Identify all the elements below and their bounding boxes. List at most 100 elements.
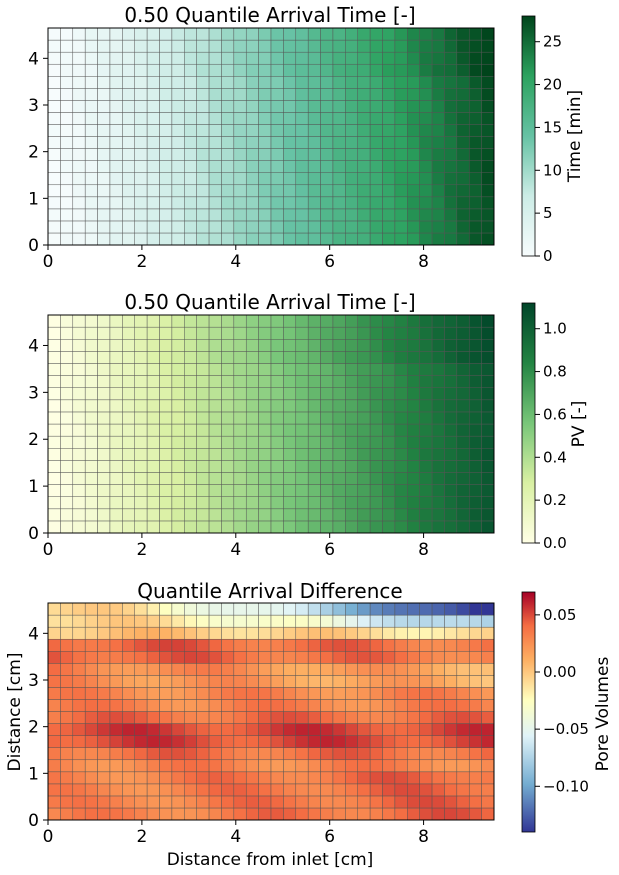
heatmap-cell bbox=[382, 184, 396, 198]
heatmap-cell bbox=[184, 326, 197, 340]
heatmap-cell bbox=[419, 783, 433, 797]
heatmap-cell bbox=[345, 136, 359, 149]
heatmap-cell bbox=[332, 795, 346, 809]
heatmap-cell bbox=[307, 351, 321, 364]
heatmap-cell bbox=[456, 172, 470, 186]
heatmap-cell bbox=[208, 687, 222, 700]
heatmap-cell bbox=[47, 795, 61, 809]
heatmap-cell bbox=[270, 411, 284, 425]
heatmap-cell bbox=[407, 711, 420, 724]
heatmap-cell bbox=[159, 423, 173, 437]
heatmap-cell bbox=[369, 807, 383, 821]
heatmap-cell bbox=[109, 447, 123, 461]
heatmap-cell bbox=[369, 124, 383, 137]
heatmap-cell bbox=[122, 460, 136, 473]
heatmap-cell bbox=[184, 795, 197, 809]
heatmap-cell bbox=[431, 399, 445, 413]
heatmap-cell bbox=[332, 75, 346, 89]
heatmap-cell bbox=[245, 675, 259, 688]
heatmap-cell bbox=[122, 338, 136, 352]
heatmap-cell bbox=[456, 75, 470, 89]
heatmap-cell bbox=[171, 148, 185, 161]
heatmap-cell bbox=[47, 184, 61, 198]
heatmap-cell bbox=[369, 51, 383, 65]
heatmap-cell bbox=[394, 351, 408, 364]
heatmap-cell bbox=[307, 314, 321, 328]
heatmap-cell bbox=[146, 807, 160, 821]
x-tick-label: 4 bbox=[230, 827, 241, 847]
heatmap-cell bbox=[196, 148, 210, 161]
heatmap-cell bbox=[431, 411, 445, 425]
heatmap-cell bbox=[184, 196, 197, 210]
heatmap-cell bbox=[221, 326, 235, 340]
heatmap-cell bbox=[407, 747, 420, 761]
heatmap-cell bbox=[345, 314, 359, 328]
heatmap-cell bbox=[109, 184, 123, 198]
heatmap-cell bbox=[468, 75, 482, 89]
heatmap-cell bbox=[270, 160, 284, 173]
heatmap-cell bbox=[394, 759, 408, 773]
heatmap-cell bbox=[233, 735, 247, 748]
heatmap-cell bbox=[47, 160, 61, 173]
heatmap-cell bbox=[258, 196, 272, 210]
heatmap-cell bbox=[134, 771, 148, 785]
heatmap-cell bbox=[456, 771, 470, 785]
heatmap-cell bbox=[97, 88, 111, 101]
heatmap-cell bbox=[283, 783, 297, 797]
heatmap-cell bbox=[122, 160, 136, 173]
heatmap-cell bbox=[258, 387, 272, 401]
heatmap-cell bbox=[444, 351, 458, 364]
heatmap-cell bbox=[456, 351, 470, 364]
heatmap-cell bbox=[196, 75, 210, 89]
heatmap-cell bbox=[444, 496, 458, 510]
heatmap-cell bbox=[84, 626, 98, 640]
heatmap-cell bbox=[208, 472, 222, 485]
heatmap-cell bbox=[196, 423, 210, 437]
heatmap-cell bbox=[394, 208, 408, 222]
heatmap-cell bbox=[122, 387, 136, 401]
heatmap-cell bbox=[184, 435, 197, 449]
heatmap-cell bbox=[72, 326, 86, 340]
heatmap-cell bbox=[283, 638, 297, 652]
heatmap-cell bbox=[233, 314, 247, 328]
heatmap-cell bbox=[84, 650, 98, 664]
heatmap-cell bbox=[382, 363, 396, 376]
heatmap-cell bbox=[444, 63, 458, 77]
heatmap-cell bbox=[407, 196, 420, 210]
heatmap-cell bbox=[295, 650, 309, 664]
heatmap-cell bbox=[382, 508, 396, 522]
heatmap-cell bbox=[332, 771, 346, 785]
heatmap-cell bbox=[283, 807, 297, 821]
heatmap-cell bbox=[270, 602, 284, 616]
heatmap-cell bbox=[97, 687, 111, 700]
heatmap-cell bbox=[184, 27, 197, 41]
heatmap-cell bbox=[481, 496, 495, 510]
heatmap-cell bbox=[171, 435, 185, 449]
heatmap-cell bbox=[171, 196, 185, 210]
heatmap-cell bbox=[258, 520, 272, 534]
heatmap-cell bbox=[283, 208, 297, 222]
heatmap-cell bbox=[369, 375, 383, 388]
heatmap-cell bbox=[72, 423, 86, 437]
heatmap-cell bbox=[233, 112, 247, 125]
heatmap-cell bbox=[72, 711, 86, 724]
heatmap-cell bbox=[283, 447, 297, 461]
heatmap-cell bbox=[382, 699, 396, 712]
heatmap-cell bbox=[146, 783, 160, 797]
heatmap-cell bbox=[60, 423, 74, 437]
heatmap-cell bbox=[60, 759, 74, 773]
heatmap-cell bbox=[283, 160, 297, 173]
heatmap-cell bbox=[208, 124, 222, 137]
heatmap-cell bbox=[369, 687, 383, 700]
heatmap-cell bbox=[245, 136, 259, 149]
heatmap-cell bbox=[345, 63, 359, 77]
heatmap-cell bbox=[171, 399, 185, 413]
heatmap-cell bbox=[159, 100, 173, 113]
heatmap-cell bbox=[419, 314, 433, 328]
heatmap-cell bbox=[382, 687, 396, 700]
heatmap-cell bbox=[283, 100, 297, 113]
heatmap-cell bbox=[320, 363, 334, 376]
heatmap-cell bbox=[456, 735, 470, 748]
heatmap-cell bbox=[295, 375, 309, 388]
